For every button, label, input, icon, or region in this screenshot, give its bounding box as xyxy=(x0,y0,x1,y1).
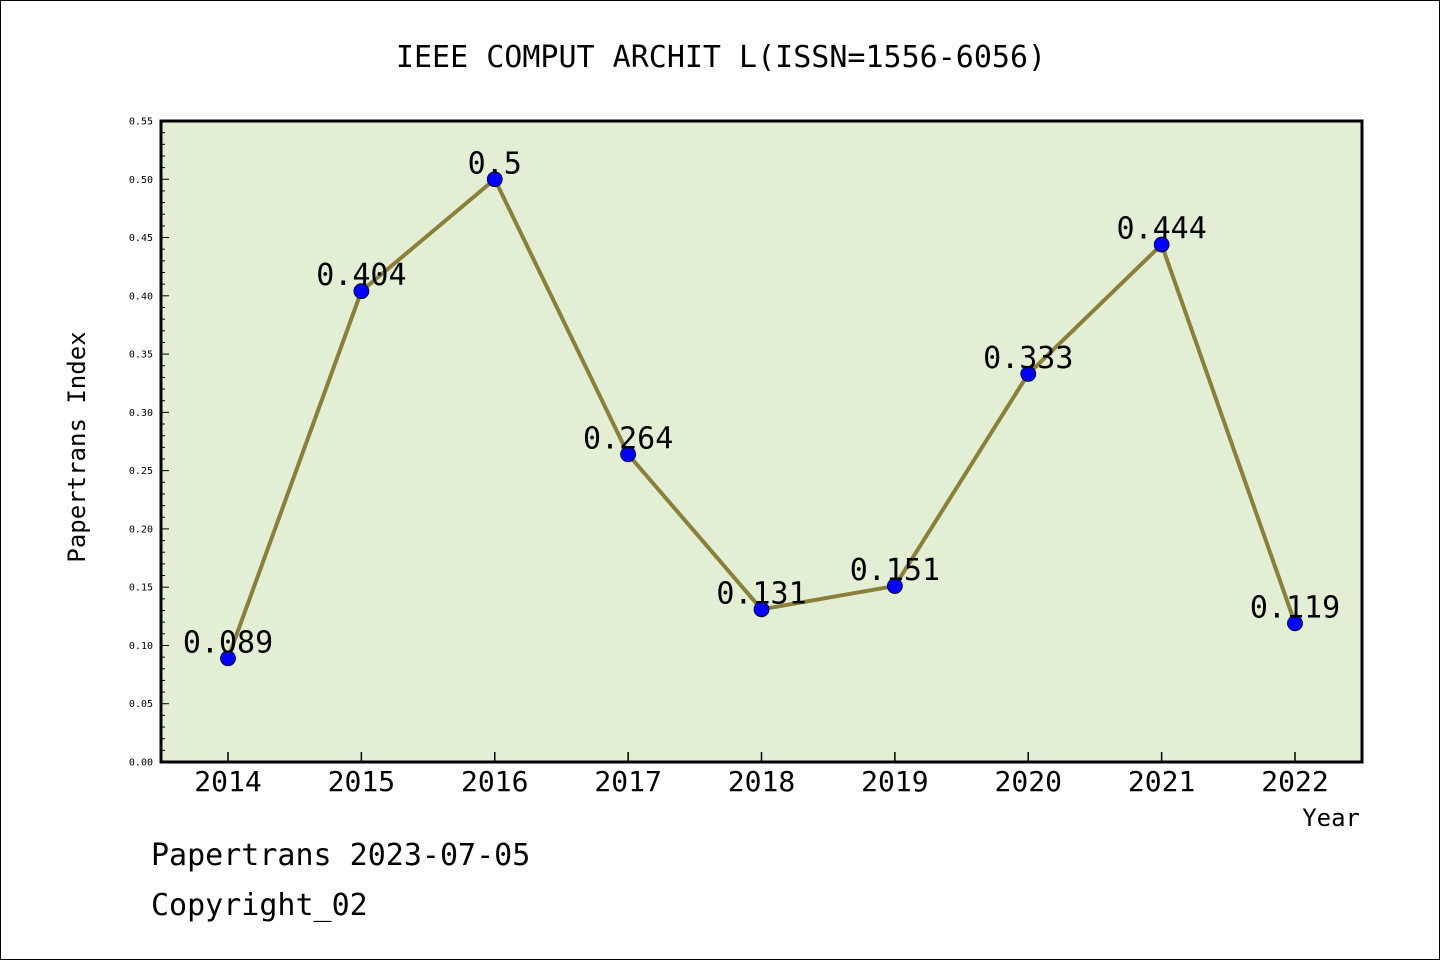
footer-copyright: Copyright_02 xyxy=(151,888,368,923)
data-point xyxy=(1153,236,1170,253)
data-label: 0.089 xyxy=(183,625,273,660)
x-tick-label: 2018 xyxy=(728,765,795,798)
y-tick-label: 0.05 xyxy=(129,699,153,710)
data-point xyxy=(620,446,637,463)
data-series: 0.089 0.404 0.5 0.264 0.131 0.151 0.333 0.444 0.… xyxy=(183,146,1340,667)
y-tick-label: 0.30 xyxy=(129,408,153,419)
y-axis-ticks: 0.00 0.05 0.10 0.15 0.20 0.25 0.30 0.35 0.40 0.45… xyxy=(129,117,169,769)
x-tick-label: 2017 xyxy=(594,765,661,798)
data-point xyxy=(220,650,236,667)
x-tick-label: 2015 xyxy=(328,765,395,798)
y-tick-label: 0.15 xyxy=(129,583,153,594)
data-label: 0.119 xyxy=(1250,590,1340,625)
data-label: 0.404 xyxy=(316,258,406,293)
y-tick-label: 0.35 xyxy=(129,350,153,361)
x-tick-label: 2014 xyxy=(194,765,261,798)
x-tick-label: 2021 xyxy=(1128,765,1195,798)
y-tick-label: 0.10 xyxy=(129,641,153,652)
data-label: 0.5 xyxy=(468,146,522,181)
x-tick-label: 2016 xyxy=(461,765,528,798)
data-label: 0.151 xyxy=(850,553,940,588)
plot-border xyxy=(159,119,1364,764)
y-tick-label: 0.50 xyxy=(129,175,153,186)
x-tick-label: 2019 xyxy=(861,765,928,798)
x-axis-ticks: 2014 2015 2016 2017 2018 2019 2020 2021 2022 xyxy=(194,752,1329,798)
y-tick-label: 0.45 xyxy=(129,233,153,244)
y-tick-label: 0.25 xyxy=(129,466,153,477)
data-label: 0.131 xyxy=(716,576,806,611)
data-point xyxy=(486,171,503,188)
data-point xyxy=(1287,615,1303,632)
y-tick-label: 0.20 xyxy=(129,524,153,535)
data-point xyxy=(886,578,903,594)
x-axis-label: Year xyxy=(1302,804,1360,832)
plot-area xyxy=(161,121,1362,762)
data-point xyxy=(353,283,370,300)
x-tick-label: 2022 xyxy=(1261,765,1328,798)
y-tick-label: 0.55 xyxy=(129,117,153,128)
y-axis-label: Papertrans Index xyxy=(63,331,91,562)
chart-title: IEEE COMPUT ARCHIT L(ISSN=1556-6056) xyxy=(396,40,1046,75)
x-tick-label: 2020 xyxy=(995,765,1062,798)
data-point xyxy=(1020,366,1037,382)
data-label: 0.333 xyxy=(983,341,1073,376)
data-label: 0.264 xyxy=(583,421,673,456)
y-tick-label: 0.00 xyxy=(129,758,153,769)
data-label: 0.444 xyxy=(1116,212,1206,247)
data-point xyxy=(753,601,770,618)
footer-date: Papertrans 2023-07-05 xyxy=(151,838,530,873)
y-tick-label: 0.40 xyxy=(129,291,153,302)
